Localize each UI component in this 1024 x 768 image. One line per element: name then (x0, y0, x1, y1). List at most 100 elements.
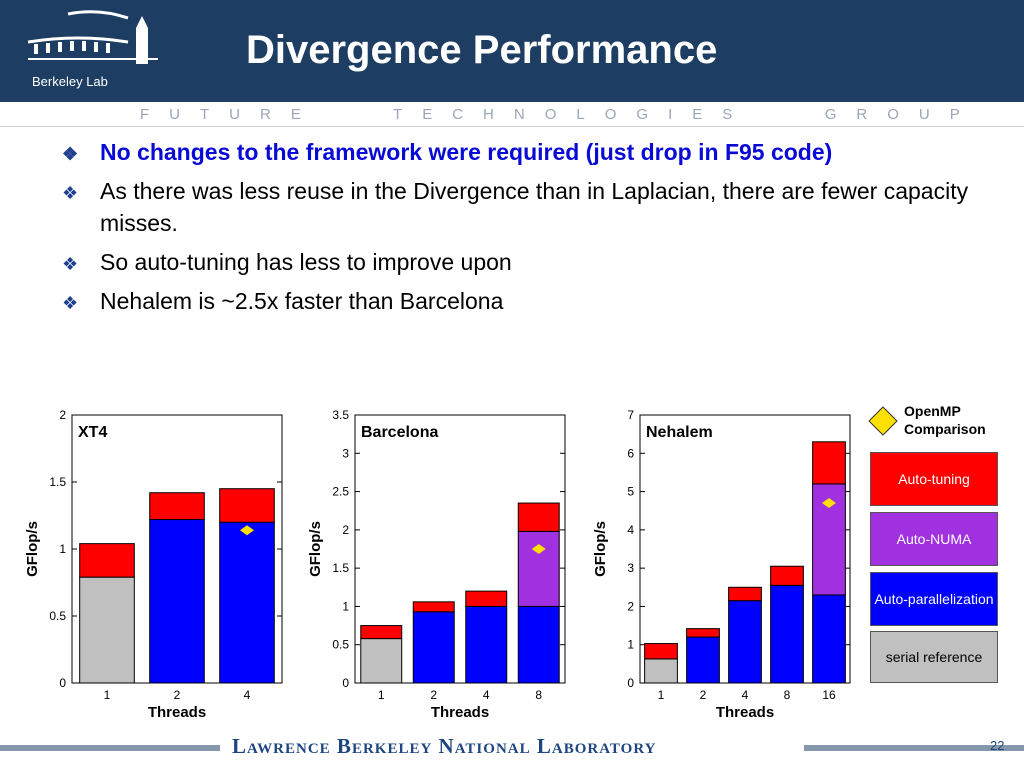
x-tick-label: 4 (483, 688, 490, 702)
x-axis-label: Threads (431, 704, 489, 718)
group-banner-text: FUTURE TECHNOLOGIES GROUP (140, 106, 980, 123)
bullet-item: ❖ Nehalem is ~2.5x faster than Barcelona (62, 285, 1012, 317)
y-tick-label: 3.5 (332, 408, 349, 422)
bar-segment (517, 605, 560, 684)
y-tick-label: 2 (342, 523, 349, 537)
nehalem-chart: 0 1 2 3 4 5 6 7 1 2 4 8 16 Nehalem Threads GFlop/s (592, 408, 851, 718)
footer-rule-right (804, 745, 1024, 751)
bar-segment (219, 521, 275, 684)
footer-lab-name: Lawrence Berkeley National Laboratory (232, 734, 657, 758)
openmp-legend-label: OpenMP Comparison (904, 403, 986, 437)
bullet-item: ❖ So auto-tuning has less to improve upon (62, 246, 1012, 278)
y-tick-label: 4 (627, 523, 634, 537)
openmp-marker (822, 498, 836, 509)
bar-segment (770, 565, 804, 586)
y-tick-label: 1 (59, 542, 66, 556)
y-tick-label: 1 (342, 599, 349, 613)
y-tick-label: 0 (342, 676, 349, 690)
bar-segment (812, 594, 846, 684)
bar-segment (360, 625, 403, 640)
y-axis-label: GFlop/s (307, 521, 324, 577)
footer-rule-left (0, 745, 220, 751)
bar-segment (686, 628, 720, 638)
legend-auto-parallelization: Auto-parallelization (870, 572, 998, 626)
bar-segment (149, 492, 205, 521)
openmp-marker (531, 544, 546, 554)
bar-segment (149, 519, 205, 684)
bar-segment (728, 600, 762, 684)
y-tick-label: 1 (627, 638, 634, 652)
legend-auto-numa: Auto-NUMA (870, 512, 998, 566)
logo-text: Berkeley Lab (32, 74, 108, 89)
berkeley-lab-logo: Berkeley Lab (28, 10, 158, 89)
bar-segment (412, 611, 455, 684)
bar-segment (219, 488, 275, 523)
x-tick-label: 8 (784, 688, 791, 702)
x-tick-label: 1 (378, 688, 385, 702)
chart-legend: OpenMP Comparison Auto-tuning Auto-NUMA … (866, 400, 1006, 690)
bar-segment (79, 576, 135, 684)
diamond-bullet-icon: ❖ (62, 293, 79, 313)
header-bar: Berkeley Lab Divergence Performance (0, 0, 1024, 102)
chart-title: Barcelona (361, 424, 438, 441)
barcelona-chart: 0 0.5 1 1.5 2 2.5 3 3.5 1 2 4 8 Barcelona Threads GFlo… (307, 408, 566, 718)
x-tick-label: 16 (822, 688, 836, 702)
y-tick-label: 2.5 (332, 485, 349, 499)
x-tick-label: 2 (430, 688, 437, 702)
y-tick-label: 0.5 (332, 638, 349, 652)
x-tick-label: 1 (658, 688, 665, 702)
bar-segment (644, 643, 678, 660)
y-tick-label: 0 (627, 676, 634, 690)
x-axis-label: Threads (716, 704, 774, 718)
openmp-marker (240, 525, 254, 536)
bullet-list: ❖ No changes to the framework were requir… (62, 136, 1012, 324)
bullet-text: No changes to the framework were require… (100, 139, 833, 165)
y-tick-label: 0 (59, 676, 66, 690)
y-tick-label: 1.5 (332, 561, 349, 575)
bullet-text: Nehalem is ~2.5x faster than Barcelona (100, 288, 504, 314)
diamond-bullet-icon: ❖ (62, 254, 79, 274)
y-tick-label: 2 (627, 599, 634, 613)
bar-segment (644, 658, 678, 684)
bullet-text: As there was less reuse in the Divergenc… (100, 178, 969, 236)
diamond-bullet-icon: ❖ (62, 144, 79, 164)
openmp-diamond-icon (868, 406, 898, 436)
chart-title: Nehalem (646, 424, 713, 441)
bullet-item: ❖ No changes to the framework were requir… (62, 136, 1012, 168)
bar-segment (770, 584, 804, 684)
y-tick-label: 7 (627, 408, 634, 422)
bar-segment (465, 590, 508, 607)
y-tick-label: 2 (59, 408, 66, 422)
bar-segment (686, 636, 720, 684)
x-tick-label: 1 (104, 688, 111, 702)
xt4-chart: 0 0.5 1 1.5 2 1 2 4 XT4 Threads GFlop/s (24, 408, 283, 718)
x-tick-label: 2 (174, 688, 181, 702)
bar-segment (465, 605, 508, 684)
y-tick-label: 3 (627, 561, 634, 575)
bullet-text: So auto-tuning has less to improve upon (100, 249, 512, 275)
group-banner: FUTURE TECHNOLOGIES GROUP (0, 102, 1024, 127)
bar-segment (360, 638, 403, 684)
y-axis-label: GFlop/s (24, 521, 41, 577)
y-tick-label: 6 (627, 446, 634, 460)
x-tick-label: 2 (700, 688, 707, 702)
y-axis-label: GFlop/s (592, 521, 609, 577)
bar-segment (517, 502, 560, 532)
bar-segment (517, 530, 560, 607)
y-tick-label: 5 (627, 485, 634, 499)
legend-auto-tuning: Auto-tuning (870, 452, 998, 506)
page-number: 22 (990, 738, 1005, 753)
y-tick-label: 1.5 (49, 475, 66, 489)
bullet-item: ❖ As there was less reuse in the Divergen… (62, 175, 1012, 239)
x-tick-label: 4 (742, 688, 749, 702)
bar-segment (79, 543, 135, 578)
chart-title: XT4 (78, 424, 107, 441)
x-axis-label: Threads (148, 704, 206, 718)
x-tick-label: 4 (244, 688, 251, 702)
diamond-bullet-icon: ❖ (62, 183, 79, 203)
slide-title: Divergence Performance (246, 28, 718, 72)
bar-segment (412, 601, 455, 613)
x-tick-label: 8 (535, 688, 542, 702)
y-tick-label: 3 (342, 446, 349, 460)
bar-segment (812, 441, 846, 485)
